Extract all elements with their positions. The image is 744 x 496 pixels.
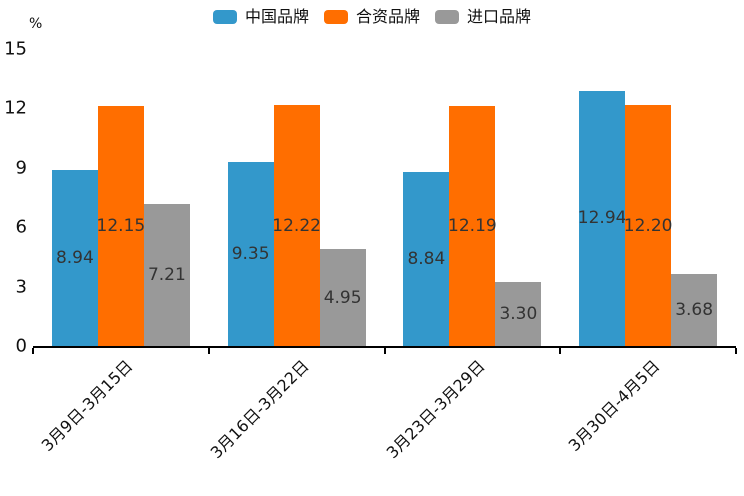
x-axis-tick [207, 348, 210, 354]
bar-value-label: 12.94 [577, 208, 627, 229]
x-tick-label: 3月30日-4月5日 [565, 356, 664, 456]
bar-value-label: 4.95 [323, 287, 362, 308]
legend-item: 进口品牌 [435, 9, 531, 25]
y-tick-label: 0 [15, 335, 27, 357]
x-tick-label: 3月23日-3月29日 [382, 356, 489, 463]
bar: 3.30 [495, 281, 542, 347]
bar-value-label: 3.30 [499, 303, 538, 324]
bar-value-label: 8.84 [407, 248, 446, 269]
legend-label: 中国品牌 [244, 7, 309, 26]
y-tick-label: 15 [4, 38, 27, 60]
bar: 8.84 [403, 171, 450, 347]
bar-value-label: 12.22 [272, 215, 321, 236]
x-axis-tick [383, 348, 386, 354]
bar: 12.19 [448, 105, 497, 347]
bar-value-label: 12.15 [96, 216, 146, 237]
bar: 12.22 [272, 105, 321, 347]
bar: 12.20 [623, 105, 673, 347]
x-axis-line [33, 346, 736, 348]
bar-value-label: 9.35 [231, 243, 270, 264]
bar: 12.94 [577, 90, 627, 347]
y-tick-label: 9 [15, 157, 27, 179]
bar: 8.94 [51, 170, 98, 347]
bar-value-label: 7.21 [147, 265, 186, 286]
legend-label: 合资品牌 [355, 7, 420, 26]
bar-value-label: 12.19 [448, 215, 497, 236]
legend-item: 中国品牌 [212, 7, 309, 26]
bar: 12.15 [96, 106, 146, 347]
x-tick-label: 3月16日-3月22日 [206, 356, 313, 463]
legend-swatch-icon [323, 10, 348, 24]
legend-item: 合资品牌 [323, 7, 420, 26]
x-axis-tick [32, 348, 34, 354]
legend-swatch-icon [435, 10, 459, 24]
x-axis-tick [559, 348, 562, 354]
legend-label: 进口品牌 [467, 7, 532, 26]
chart-legend: 中国品牌 合资品牌 进口品牌 [0, 9, 744, 25]
bar-value-label: 8.94 [55, 248, 94, 268]
y-tick-label: 12 [4, 97, 27, 119]
bar: 7.21 [143, 204, 190, 347]
legend-swatch-icon [212, 10, 237, 24]
x-axis-tick [735, 348, 737, 354]
bar-value-label: 3.68 [675, 300, 714, 321]
y-tick-label: 6 [15, 216, 27, 238]
x-tick-label: 3月9日-3月15日 [37, 356, 137, 456]
bar: 3.68 [671, 274, 718, 347]
bar-value-label: 12.20 [623, 215, 673, 236]
y-axis-unit-label: % [29, 16, 43, 32]
bar: 4.95 [319, 249, 366, 347]
bar: 9.35 [227, 161, 274, 347]
y-tick-label: 3 [15, 275, 27, 297]
